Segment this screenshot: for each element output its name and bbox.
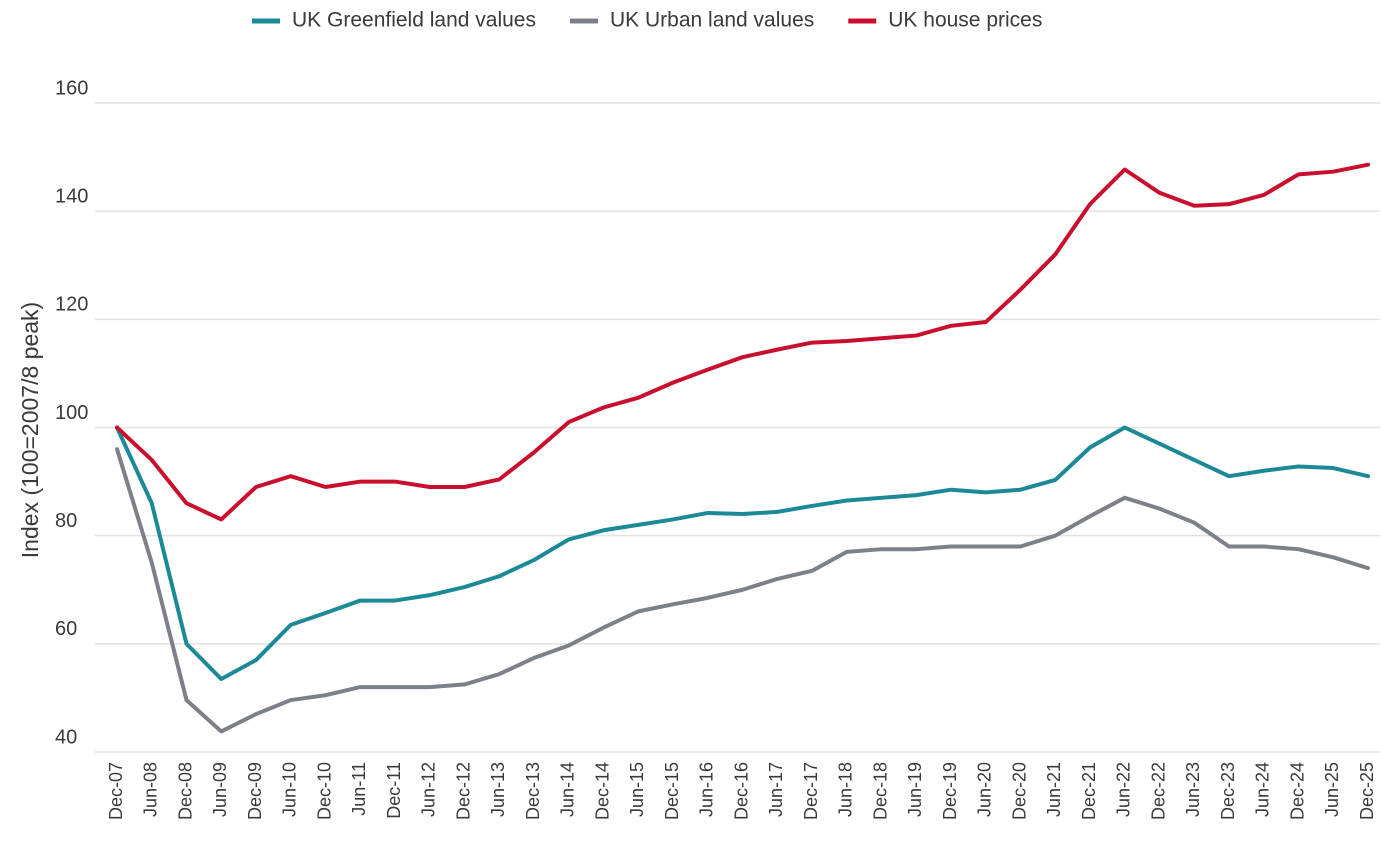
x-tick-label: Dec-10 bbox=[314, 762, 334, 820]
x-tick-label: Dec-24 bbox=[1287, 762, 1307, 820]
x-tick-label: Jun-18 bbox=[836, 762, 856, 817]
y-tick-label: 120 bbox=[55, 294, 88, 316]
y-tick-label: 100 bbox=[55, 402, 88, 424]
legend-label: UK Greenfield land values bbox=[292, 9, 536, 32]
x-tick-label: Jun-21 bbox=[1044, 762, 1064, 817]
x-tick-label: Dec-21 bbox=[1079, 762, 1099, 820]
x-tick-label: Jun-13 bbox=[488, 762, 508, 817]
x-tick-label: Dec-14 bbox=[592, 762, 612, 820]
x-tick-label: Jun-09 bbox=[210, 762, 230, 817]
x-tick-label: Jun-20 bbox=[975, 762, 995, 817]
x-tick-label: Jun-19 bbox=[905, 762, 925, 817]
x-tick-label: Jun-25 bbox=[1322, 762, 1342, 817]
series-line bbox=[115, 447, 1370, 734]
series-line bbox=[115, 425, 1370, 681]
x-tick-label: Dec-11 bbox=[384, 762, 404, 819]
series-line bbox=[115, 162, 1370, 522]
x-tick-label: Dec-12 bbox=[453, 762, 473, 820]
x-tick-label: Jun-11 bbox=[349, 762, 369, 816]
x-tick-label: Jun-23 bbox=[1183, 762, 1203, 817]
x-tick-label: Dec-13 bbox=[523, 762, 543, 820]
y-tick-label: 40 bbox=[55, 726, 77, 748]
x-tick-label: Jun-15 bbox=[627, 762, 647, 817]
y-axis-title: Index (100=2007/8 peak) bbox=[17, 302, 43, 558]
x-tick-label: Jun-17 bbox=[766, 762, 786, 817]
x-tick-label: Dec-22 bbox=[1148, 762, 1168, 820]
x-tick-label: Jun-08 bbox=[141, 762, 161, 817]
y-tick-label: 60 bbox=[55, 618, 77, 640]
x-tick-label: Jun-16 bbox=[697, 762, 717, 817]
x-tick-label: Dec-15 bbox=[662, 762, 682, 820]
x-tick-label: Dec-09 bbox=[245, 762, 265, 820]
x-tick-label: Jun-24 bbox=[1253, 762, 1273, 817]
y-tick-label: 80 bbox=[55, 510, 77, 532]
x-tick-label: Jun-10 bbox=[280, 762, 300, 817]
x-tick-label: Dec-25 bbox=[1357, 762, 1377, 820]
x-tick-label: Dec-08 bbox=[175, 762, 195, 820]
legend-label: UK Urban land values bbox=[610, 9, 814, 32]
x-tick-label: Dec-17 bbox=[801, 762, 821, 820]
x-tick-label: Jun-22 bbox=[1114, 762, 1134, 817]
y-tick-label: 140 bbox=[55, 185, 88, 207]
y-tick-label: 160 bbox=[55, 77, 88, 99]
x-tick-label: Dec-19 bbox=[940, 762, 960, 820]
x-tick-label: Jun-12 bbox=[419, 762, 439, 817]
x-tick-label: Dec-20 bbox=[1009, 762, 1029, 820]
x-tick-label: Dec-07 bbox=[106, 762, 126, 820]
x-tick-label: Dec-18 bbox=[870, 762, 890, 820]
x-tick-label: Jun-14 bbox=[558, 762, 578, 817]
x-tick-label: Dec-16 bbox=[731, 762, 751, 820]
x-tick-label: Dec-23 bbox=[1218, 762, 1238, 820]
legend-label: UK house prices bbox=[888, 9, 1042, 32]
